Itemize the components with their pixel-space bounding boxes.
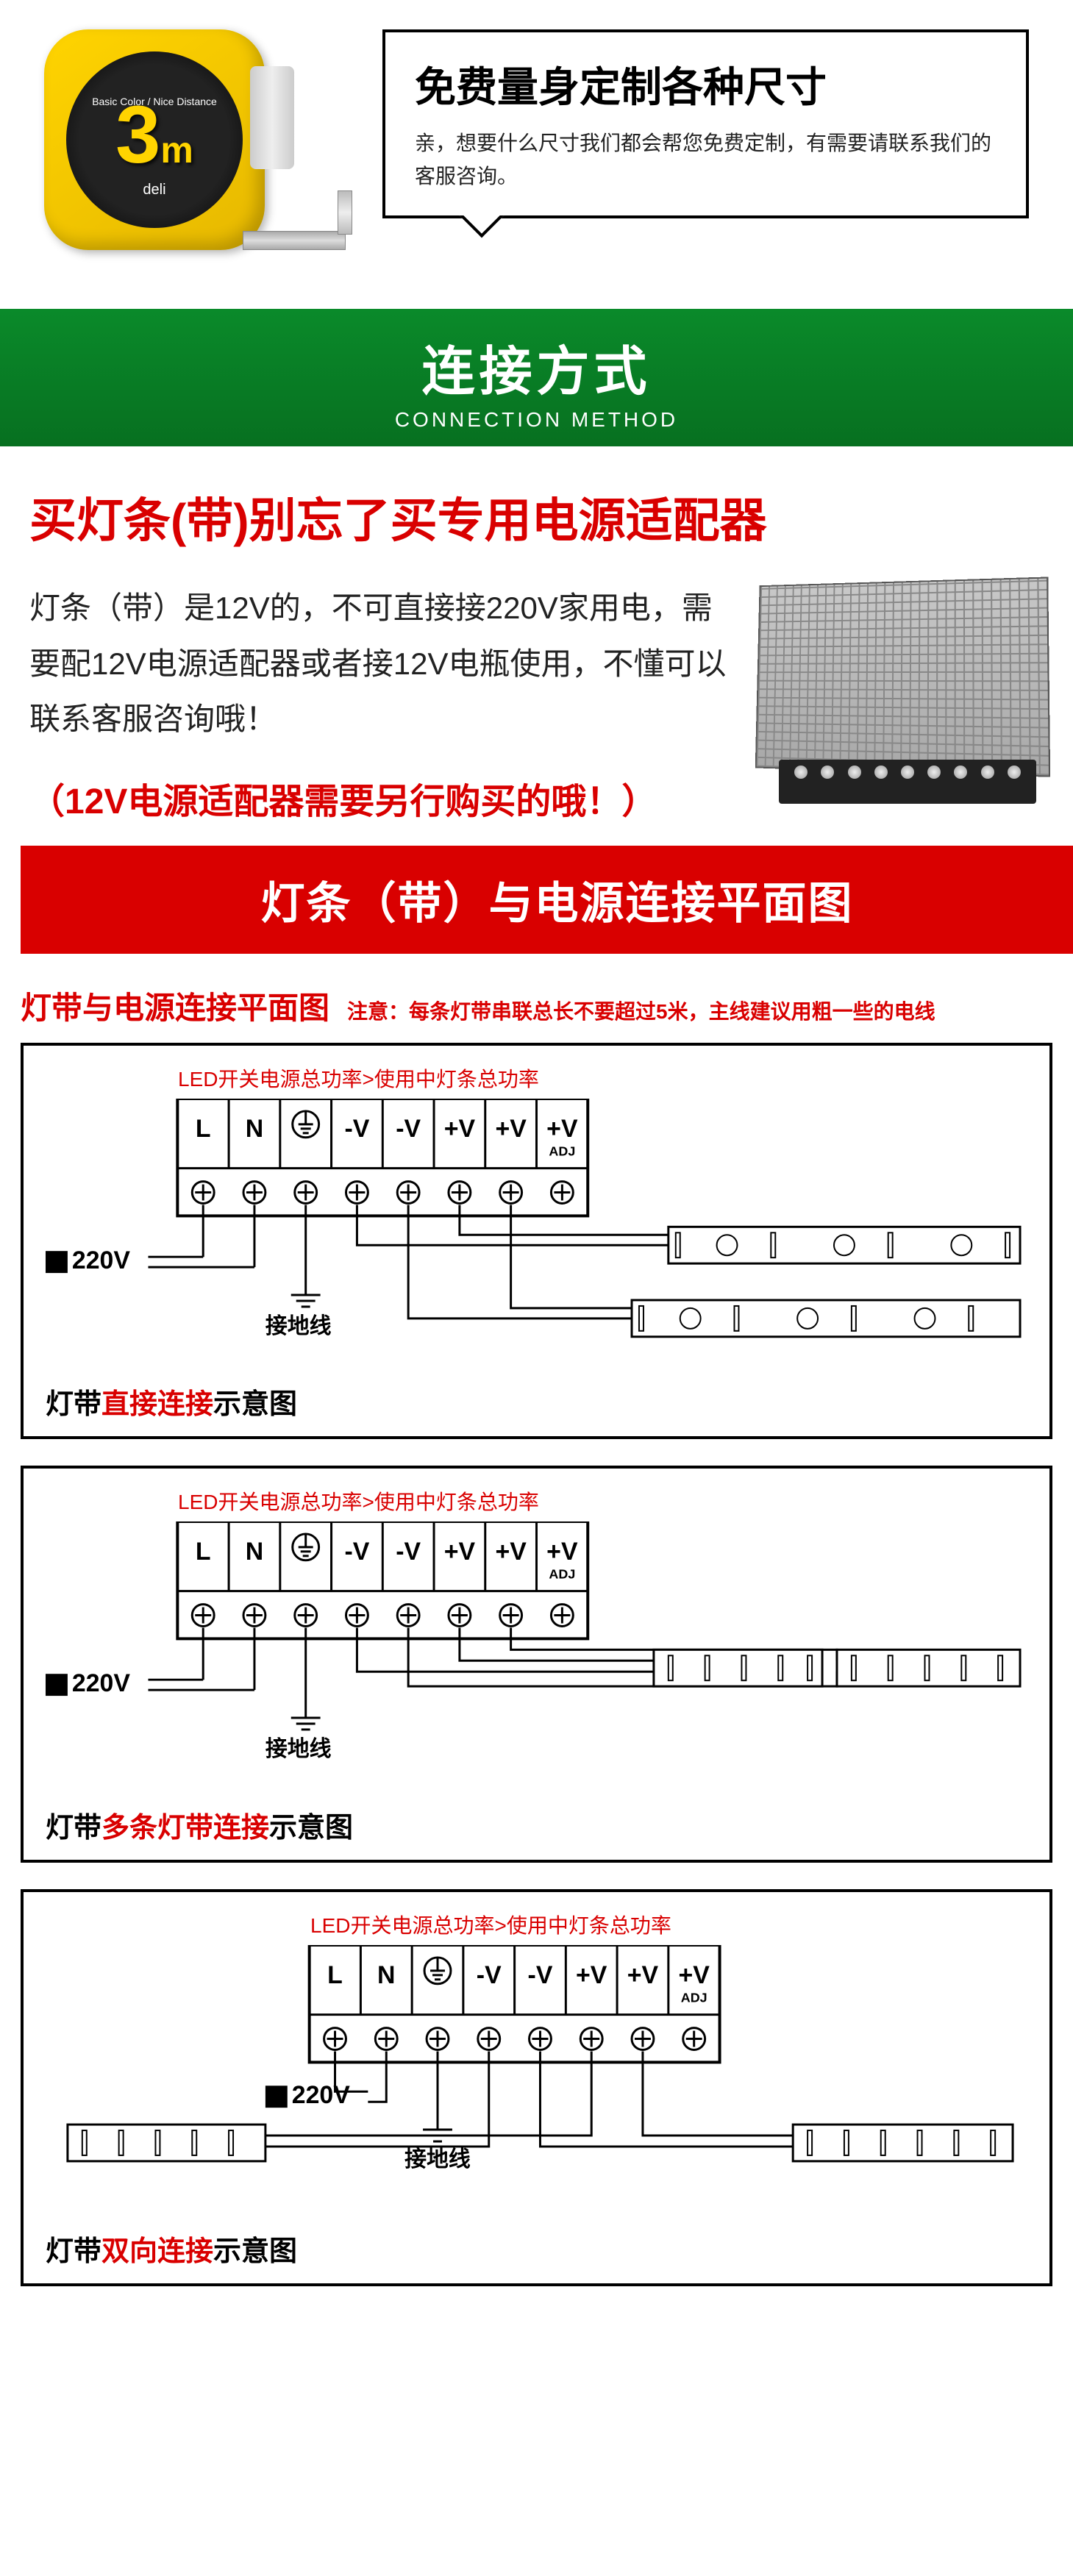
diagram-1-caption: 灯带直接连接示意图: [46, 1381, 1027, 1421]
svg-text:L: L: [327, 1961, 343, 1989]
green-title: 连接方式: [0, 328, 1073, 405]
green-banner: 连接方式 CONNECTION METHOD: [0, 309, 1073, 446]
diagram-header-note: 注意：每条灯带串联总长不要超过5米，主线建议用粗一些的电线: [347, 996, 935, 1025]
svg-text:ADJ: ADJ: [681, 1991, 707, 2005]
diagram-1-svg: L N -V -V +V +V +V ADJ: [46, 1099, 1027, 1370]
svg-text:+V: +V: [495, 1115, 527, 1143]
hero-title: 免费量身定制各种尺寸: [415, 54, 997, 114]
svg-text:220V: 220V: [292, 2081, 350, 2109]
tape-big-text: 3m: [115, 88, 193, 182]
red-banner: 灯条（带）与电源连接平面图: [21, 846, 1073, 954]
buy-note: （12V电源适配器需要另行购买的哦！）: [29, 772, 727, 824]
diagram-hint: LED开关电源总功率>使用中灯条总功率: [178, 1486, 1027, 1516]
svg-text:接地线: 接地线: [404, 2147, 471, 2172]
svg-text:N: N: [377, 1961, 395, 1989]
svg-text:-V: -V: [477, 1961, 502, 1989]
hero-callout: 免费量身定制各种尺寸 亲，想要什么尺寸我们都会帮您免费定制，有需要请联系我们的客…: [382, 29, 1029, 218]
hero-section: Basic Color / Nice Distance 3m deli 免费量身…: [0, 0, 1073, 309]
tape-brand: deli: [143, 182, 165, 199]
svg-text:+V: +V: [679, 1961, 710, 1989]
svg-text:N: N: [246, 1538, 263, 1566]
svg-text:220V: 220V: [72, 1670, 130, 1698]
buy-title: 买灯条(带)别忘了买专用电源适配器: [29, 483, 1044, 551]
svg-text:-V: -V: [344, 1538, 369, 1566]
svg-text:-V: -V: [396, 1538, 421, 1566]
svg-text:L: L: [196, 1538, 211, 1566]
diagram-hint: LED开关电源总功率>使用中灯条总功率: [178, 1063, 1027, 1093]
diagram-3-svg: L N -V -V +V +V +V ADJ: [46, 1945, 1027, 2216]
red-title: 灯条（带）与电源连接平面图: [21, 868, 1073, 932]
diagram-2-svg: LN -V-V +V+V +VADJ: [46, 1521, 1027, 1793]
buy-adapter-section: 买灯条(带)别忘了买专用电源适配器 灯条（带）是12V的，不可直接接220V家用…: [0, 446, 1073, 846]
svg-text:接地线: 接地线: [265, 1737, 332, 1761]
hero-desc: 亲，想要什么尺寸我们都会帮您免费定制，有需要请联系我们的客服咨询。: [415, 127, 997, 193]
diagram-header: 灯带与电源连接平面图 注意：每条灯带串联总长不要超过5米，主线建议用粗一些的电线: [21, 983, 1052, 1028]
svg-text:N: N: [246, 1115, 263, 1143]
diagram-2: LED开关电源总功率>使用中灯条总功率 LN -V-V +V+V +VADJ: [21, 1466, 1052, 1863]
svg-text:接地线: 接地线: [265, 1314, 332, 1338]
psu-illustration: [749, 580, 1044, 801]
svg-text:+V: +V: [627, 1961, 659, 1989]
svg-text:-V: -V: [528, 1961, 553, 1989]
svg-text:-V: -V: [396, 1115, 421, 1143]
green-subtitle: CONNECTION METHOD: [0, 408, 1073, 432]
diagrams-section: 灯带与电源连接平面图 注意：每条灯带串联总长不要超过5米，主线建议用粗一些的电线…: [0, 954, 1073, 2342]
svg-text:+V: +V: [576, 1961, 607, 1989]
diagram-1: LED开关电源总功率>使用中灯条总功率 L N -V -V +V +V +V A…: [21, 1043, 1052, 1440]
diagram-3-caption: 灯带双向连接示意图: [46, 2228, 1027, 2269]
svg-text:L: L: [196, 1115, 211, 1143]
buy-paragraph: 灯条（带）是12V的，不可直接接220V家用电，需要配12V电源适配器或者接12…: [29, 580, 727, 747]
diagram-3: LED开关电源总功率>使用中灯条总功率 L N -V -V +V +V +V ADJ: [21, 1889, 1052, 2286]
diagram-header-title: 灯带与电源连接平面图: [21, 983, 329, 1028]
diagram-2-caption: 灯带多条灯带连接示意图: [46, 1805, 1027, 1845]
svg-text:ADJ: ADJ: [549, 1567, 575, 1582]
svg-text:ADJ: ADJ: [549, 1143, 575, 1158]
tape-measure-illustration: Basic Color / Nice Distance 3m deli: [44, 29, 353, 279]
led-strip: [632, 1227, 1020, 1336]
diagram-hint: LED开关电源总功率>使用中灯条总功率: [310, 1910, 1027, 1939]
svg-text:+V: +V: [495, 1538, 527, 1566]
svg-text:+V: +V: [444, 1115, 476, 1143]
svg-text:+V: +V: [444, 1538, 476, 1566]
svg-text:-V: -V: [344, 1115, 369, 1143]
svg-text:+V: +V: [546, 1538, 578, 1566]
svg-text:220V: 220V: [72, 1246, 130, 1274]
svg-text:+V: +V: [546, 1115, 578, 1143]
